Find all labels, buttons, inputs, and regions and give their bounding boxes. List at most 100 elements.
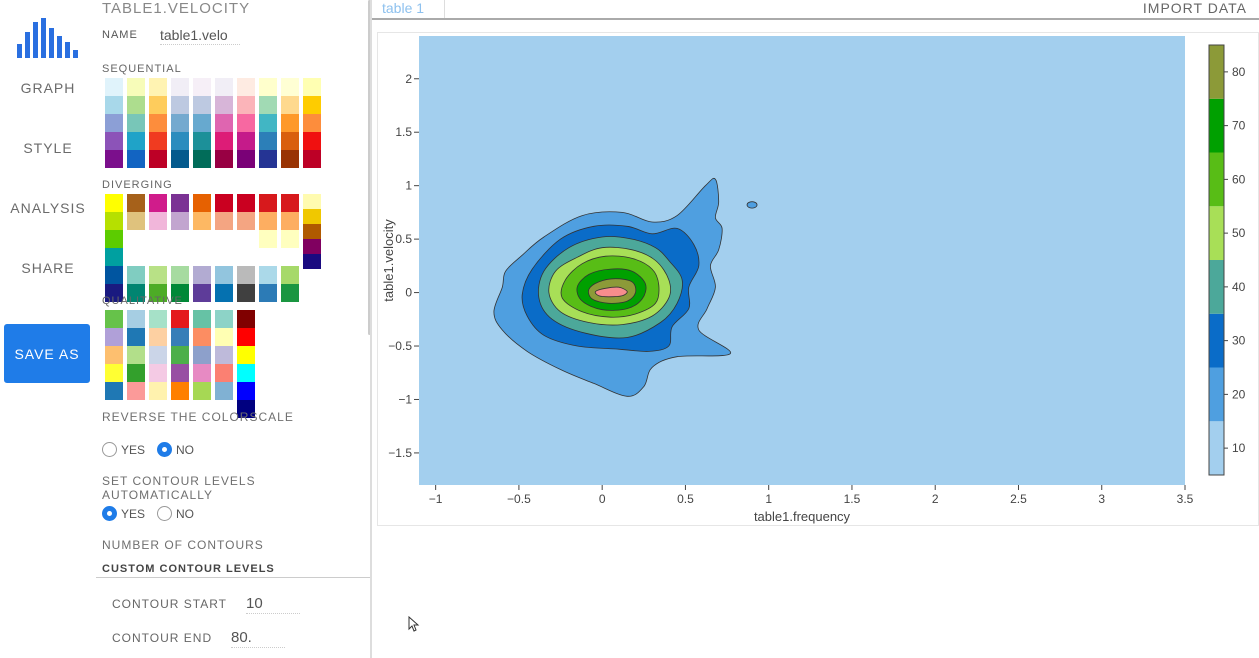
color-swatch — [193, 364, 211, 382]
diverging-colorscale-2[interactable] — [127, 194, 145, 302]
color-swatch — [105, 328, 123, 346]
section-divider — [96, 577, 370, 578]
contour-plot[interactable]: −1 −0.5 0 0.5 1 1.5 2 2.5 3 3.5 −1.5 −1 −0.5 0 0.5 1 1.5… — [378, 33, 1259, 527]
colorbar-tick-label: 50 — [1232, 226, 1246, 240]
colorbar-tick-label: 70 — [1232, 119, 1246, 133]
diverging-colorscale-6[interactable] — [215, 194, 233, 302]
reverse-colorscale-radio-group: YES NO — [102, 442, 206, 457]
color-swatch — [259, 132, 277, 150]
color-swatch — [127, 364, 145, 382]
sequential-colorscale-5[interactable] — [193, 78, 211, 168]
qualitative-colorscale-7[interactable] — [237, 310, 255, 418]
color-swatch — [149, 78, 167, 96]
diverging-colorscale-10[interactable] — [303, 194, 321, 302]
diverging-colorscale-1[interactable] — [105, 194, 123, 302]
sequential-colorscale-2[interactable] — [127, 78, 145, 168]
color-swatch — [281, 284, 299, 302]
chart-studio-logo-icon[interactable] — [15, 18, 79, 58]
color-swatch — [127, 284, 145, 302]
qualitative-colorscale-4[interactable] — [171, 310, 189, 418]
diverging-colorscale-7[interactable] — [237, 194, 255, 302]
nav-share[interactable]: SHARE — [21, 260, 75, 276]
diverging-colorscale-9[interactable] — [281, 194, 299, 302]
color-swatch — [127, 230, 145, 248]
diverging-label: DIVERGING — [102, 179, 173, 191]
sequential-colorscale-10[interactable] — [303, 78, 321, 168]
color-swatch — [215, 212, 233, 230]
nav-analysis[interactable]: ANALYSIS — [10, 200, 86, 216]
qualitative-colorscale-1[interactable] — [105, 310, 123, 418]
color-swatch — [127, 382, 145, 400]
color-swatch — [237, 400, 255, 418]
x-tick-label: 2.5 — [1010, 492, 1027, 506]
colorbar-tick-label: 60 — [1232, 172, 1246, 186]
tab-table-1[interactable]: table 1 — [382, 0, 425, 16]
color-swatch — [105, 194, 123, 212]
color-swatch — [149, 266, 167, 284]
colorbar-band — [1209, 260, 1224, 314]
name-input[interactable] — [160, 25, 240, 45]
qualitative-colorscale-6[interactable] — [215, 310, 233, 418]
contour-start-input[interactable] — [246, 594, 300, 614]
color-swatch — [237, 328, 255, 346]
color-swatch — [193, 382, 211, 400]
sequential-colorscale-1[interactable] — [105, 78, 123, 168]
color-swatch — [105, 132, 123, 150]
auto-yes-radio[interactable] — [102, 506, 117, 521]
contour-level-80 — [594, 286, 628, 298]
import-data-button[interactable]: IMPORT DATA — [1142, 0, 1247, 16]
contour-end-label: CONTOUR END — [112, 631, 213, 645]
y-tick-label: 1.5 — [395, 125, 412, 139]
color-swatch — [105, 382, 123, 400]
y-tick-label: 0.5 — [395, 232, 412, 246]
diverging-colorscale-5[interactable] — [193, 194, 211, 302]
color-swatch — [237, 284, 255, 302]
panel-divider — [370, 0, 372, 658]
qualitative-colorscale-5[interactable] — [193, 310, 211, 418]
nav-style[interactable]: STYLE — [23, 140, 73, 156]
color-swatch — [281, 248, 299, 266]
colorbar-band — [1209, 313, 1224, 368]
color-swatch — [193, 194, 211, 212]
color-swatch — [215, 382, 233, 400]
colorbar-band — [1209, 367, 1224, 422]
color-swatch — [215, 230, 233, 248]
color-swatch — [303, 96, 321, 114]
sequential-colorscale-3[interactable] — [149, 78, 167, 168]
color-swatch — [193, 346, 211, 364]
color-swatch — [105, 150, 123, 168]
diverging-colorscale-8[interactable] — [259, 194, 277, 302]
reverse-no-radio[interactable] — [157, 442, 173, 457]
color-swatch — [237, 132, 255, 150]
auto-no-radio[interactable] — [157, 506, 173, 521]
colorbar-band — [1209, 421, 1224, 475]
color-swatch — [281, 194, 299, 212]
sequential-colorscale-7[interactable] — [237, 78, 255, 168]
color-swatch — [105, 96, 123, 114]
color-swatch — [303, 194, 321, 209]
panel-scrollbar[interactable] — [368, 0, 371, 335]
color-swatch — [237, 194, 255, 212]
diverging-colorscale-3[interactable] — [149, 194, 167, 302]
contour-end-input[interactable] — [231, 628, 285, 648]
save-as-button[interactable]: SAVE AS — [4, 324, 90, 383]
auto-levels-label: SET CONTOUR LEVELS AUTOMATICALLY — [102, 474, 256, 502]
x-tick-label: 3 — [1098, 492, 1105, 506]
contour-start-label: CONTOUR START — [112, 597, 228, 611]
color-swatch — [127, 96, 145, 114]
colorbar-band — [1209, 206, 1224, 260]
sequential-colorscale-4[interactable] — [171, 78, 189, 168]
reverse-yes-radio[interactable] — [102, 442, 117, 457]
nav-graph[interactable]: GRAPH — [20, 80, 76, 96]
color-swatch — [237, 364, 255, 382]
sequential-colorscale-6[interactable] — [215, 78, 233, 168]
x-tick-label: 0 — [599, 492, 606, 506]
colorbar-band — [1209, 98, 1224, 153]
qualitative-colorscale-2[interactable] — [127, 310, 145, 418]
qualitative-colorscale-3[interactable] — [149, 310, 167, 418]
plot-area[interactable]: −1 −0.5 0 0.5 1 1.5 2 2.5 3 3.5 −1.5 −1 −0.5 0 0.5 1 1.5… — [377, 32, 1259, 526]
sequential-colorscale-8[interactable] — [259, 78, 277, 168]
diverging-colorscale-4[interactable] — [171, 194, 189, 302]
color-swatch — [171, 78, 189, 96]
sequential-colorscale-9[interactable] — [281, 78, 299, 168]
